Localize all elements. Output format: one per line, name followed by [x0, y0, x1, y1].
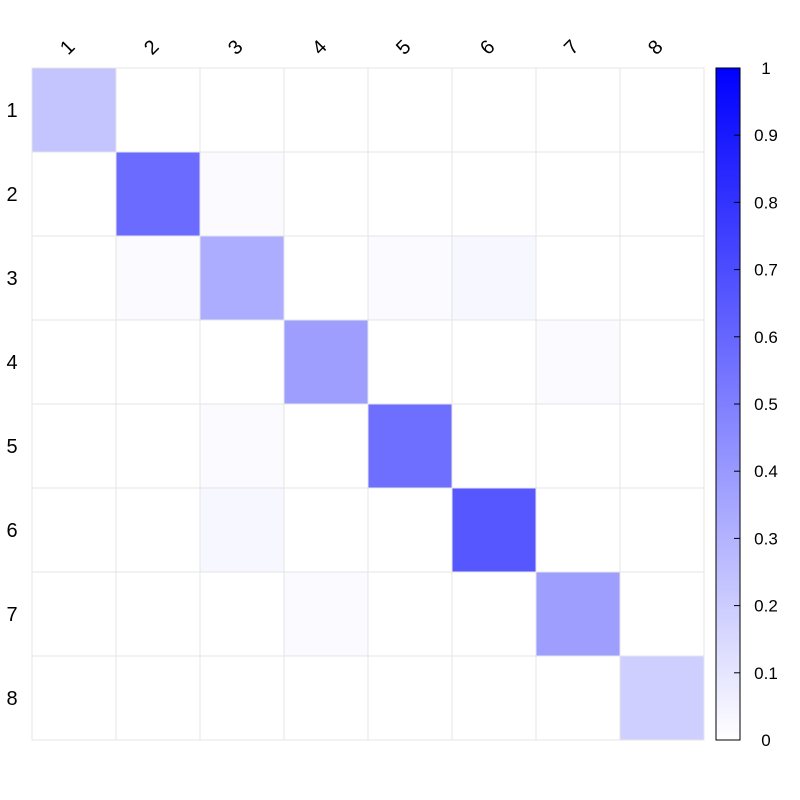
heatmap-cell-r8-c8: [619, 655, 705, 741]
heatmap-cell-r2-c6: [451, 151, 537, 237]
colorbar-tick-label: 0.9: [754, 126, 778, 145]
row-label: 1: [6, 100, 17, 122]
heatmap-cell-r2-c3: [199, 151, 285, 237]
heatmap-cell-r8-c6: [451, 655, 537, 741]
row-labels: 1 2 3 4 5 6 7 8: [6, 100, 17, 710]
heatmap-cell-r3-c7: [535, 235, 621, 321]
row-label: 6: [6, 520, 17, 542]
heatmap-cell-r1-c7: [535, 67, 621, 153]
colorbar-tick-label: 0.4: [754, 462, 778, 481]
heatmap-cell-r4-c4: [283, 319, 369, 405]
heatmap-cell-r2-c7: [535, 151, 621, 237]
row-label: 5: [6, 436, 17, 458]
heatmap-cell-r3-c4: [283, 235, 369, 321]
heatmap-cell-r5-c1: [31, 403, 117, 489]
heatmap-cell-r1-c5: [367, 67, 453, 153]
heatmap-cell-r1-c1: [31, 67, 117, 153]
heatmap-cell-r3-c8: [619, 235, 705, 321]
row-label: 8: [6, 688, 17, 710]
heatmap-cell-r1-c2: [115, 67, 201, 153]
heatmap-cell-r7-c6: [451, 571, 537, 657]
heatmap-cell-r3-c2: [115, 235, 201, 321]
heatmap-cell-r5-c4: [283, 403, 369, 489]
heatmap-cell-r1-c3: [199, 67, 285, 153]
colorbar: 0 0.1 0.2 0.3 0.4 0.5 0.6 0.7 0.8 0.9 1: [715, 59, 778, 750]
heatmap-cell-r5-c6: [451, 403, 537, 489]
heatmap-cell-r1-c8: [619, 67, 705, 153]
heatmap-cell-r6-c2: [115, 487, 201, 573]
colorbar-tick-label: 0.5: [754, 395, 778, 414]
heatmap-cell-r7-c2: [115, 571, 201, 657]
row-label: 3: [6, 268, 17, 290]
heatmap-cell-r6-c6: [451, 487, 537, 573]
heatmap-cell-r4-c3: [199, 319, 285, 405]
heatmap-cell-r6-c5: [367, 487, 453, 573]
heatmap-cell-r3-c6: [451, 235, 537, 321]
heatmap-cell-r6-c7: [535, 487, 621, 573]
column-label: 2: [140, 36, 163, 59]
heatmap-cell-r6-c4: [283, 487, 369, 573]
heatmap-cell-r4-c6: [451, 319, 537, 405]
heatmap-cell-r1-c6: [451, 67, 537, 153]
heatmap-cell-r2-c2: [115, 151, 201, 237]
heatmap-cell-r4-c8: [619, 319, 705, 405]
heatmap-cell-r8-c5: [367, 655, 453, 741]
column-label: 6: [476, 36, 499, 59]
heatmap-cell-r5-c2: [115, 403, 201, 489]
row-label: 2: [6, 184, 17, 206]
heatmap-cell-r7-c4: [283, 571, 369, 657]
heatmap-cell-r8-c2: [115, 655, 201, 741]
column-label: 7: [560, 36, 583, 59]
colorbar-tick-label: 0.6: [754, 328, 778, 347]
colorbar-tick-label: 0.2: [754, 597, 778, 616]
column-label: 4: [308, 36, 331, 59]
heatmap-cell-r6-c8: [619, 487, 705, 573]
heatmap-cell-r2-c8: [619, 151, 705, 237]
heatmap-cell-r7-c8: [619, 571, 705, 657]
heatmap-cell-r5-c7: [535, 403, 621, 489]
heatmap-cell-r3-c1: [31, 235, 117, 321]
heatmap-cell-r4-c7: [535, 319, 621, 405]
heatmap-cell-r7-c7: [535, 571, 621, 657]
heatmap-cell-r5-c5: [367, 403, 453, 489]
colorbar-tick-label: 0.3: [754, 529, 778, 548]
colorbar-tick-label: 0: [761, 731, 770, 750]
row-label: 7: [6, 604, 17, 626]
heatmap-cell-r4-c5: [367, 319, 453, 405]
colorbar-tick-label: 0.1: [754, 664, 778, 683]
heatmap-cell-r7-c1: [31, 571, 117, 657]
column-labels: 1 2 3 4 5 6 7 8: [56, 36, 667, 59]
heatmap-cell-r5-c3: [199, 403, 285, 489]
heatmap-cell-r7-c3: [199, 571, 285, 657]
heatmap-cells: [31, 67, 705, 741]
heatmap-cell-r6-c1: [31, 487, 117, 573]
heatmap-cell-r5-c8: [619, 403, 705, 489]
heatmap-cell-r2-c1: [31, 151, 117, 237]
column-label: 5: [392, 36, 415, 59]
colorbar-tick-label: 0.8: [754, 193, 778, 212]
heatmap-cell-r2-c5: [367, 151, 453, 237]
column-label: 1: [56, 36, 79, 59]
column-label: 8: [644, 36, 667, 59]
heatmap-cell-r6-c3: [199, 487, 285, 573]
heatmap-cell-r8-c7: [535, 655, 621, 741]
column-label: 3: [224, 36, 247, 59]
heatmap-cell-r4-c1: [31, 319, 117, 405]
heatmap-cell-r2-c4: [283, 151, 369, 237]
heatmap-cell-r7-c5: [367, 571, 453, 657]
heatmap-cell-r3-c3: [199, 235, 285, 321]
heatmap-cell-r3-c5: [367, 235, 453, 321]
heatmap-cell-r4-c2: [115, 319, 201, 405]
heatmap-cell-r8-c4: [283, 655, 369, 741]
heatmap-cell-r8-c3: [199, 655, 285, 741]
colorbar-tick-label: 0.7: [754, 261, 778, 280]
heatmap-cell-r8-c1: [31, 655, 117, 741]
colorbar-tick-label: 1: [761, 59, 770, 78]
heatmap-cell-r1-c4: [283, 67, 369, 153]
row-label: 4: [6, 352, 17, 374]
